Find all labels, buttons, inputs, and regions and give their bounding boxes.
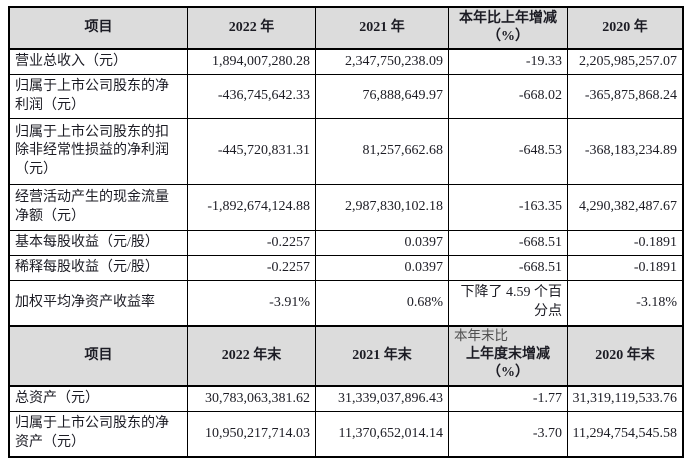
value-2021: 0.0397 — [316, 231, 449, 257]
header-item: 项目 — [10, 327, 188, 388]
value-2020: 2,205,985,257.07 — [568, 50, 682, 76]
header-2020: 2020 年 — [568, 8, 682, 51]
value-2020: -0.1891 — [568, 231, 682, 257]
value-2022: 1,894,007,280.28 — [188, 50, 316, 76]
header-yoy-change: 本年比上年增减 （%） — [459, 11, 557, 45]
row-label: 稀释每股收益（元/股） — [10, 256, 188, 282]
header-2020-end: 2020 年末 — [568, 327, 682, 388]
value-2020: 11,294,754,545.58 — [572, 425, 677, 441]
value-2020: -0.1891 — [568, 256, 682, 282]
value-change: -163.35 — [449, 185, 568, 232]
header-item: 项目 — [10, 8, 188, 51]
value-change: -1.77 — [449, 387, 568, 413]
annual-header-row: 项目 2022 年 2021 年 本年比上年增减 （%） 2020 年 — [10, 8, 682, 51]
row-label: 经营活动产生的现金流量净额（元） — [10, 185, 188, 232]
value-2022: 10,950,217,714.03 — [188, 412, 316, 457]
period-end-header-row: 项目 2022 年末 2021 年末 本年末比 上年度末增减 （%） 2020 … — [10, 327, 682, 388]
value-2020: 31,319,119,533.76 — [568, 387, 682, 413]
header-2022: 2022 年 — [188, 8, 316, 51]
financial-summary-table: 项目 2022 年 2021 年 本年比上年增减 （%） 2020 年 营业总收… — [8, 6, 684, 459]
value-2022: -0.2257 — [188, 231, 316, 257]
value-2022: 30,783,063,381.62 — [188, 387, 316, 413]
value-change: -668.51 — [449, 256, 568, 282]
value-2020: -365,875,868.24 — [568, 75, 682, 120]
value-2021: 2,987,830,102.18 — [316, 185, 449, 232]
table-row-total-assets: 总资产（元） 30,783,063,381.62 31,339,037,896.… — [10, 387, 682, 413]
table-row-operating-cash-flow: 经营活动产生的现金流量净额（元） -1,892,674,124.88 2,987… — [10, 185, 682, 232]
row-label: 基本每股收益（元/股） — [10, 231, 188, 257]
value-2022: -1,892,674,124.88 — [188, 185, 316, 232]
value-2021: 76,888,649.97 — [316, 75, 449, 120]
value-2020: 4,290,382,487.67 — [568, 185, 682, 232]
table-row-net-profit-excl-nonrecurring: 归属于上市公司股东的扣除非经常性损益的净利润（元） -445,720,831.3… — [10, 119, 682, 186]
value-2021: 11,370,652,014.14 — [316, 412, 449, 457]
value-2020: -3.18% — [568, 281, 682, 328]
value-2020: -368,183,234.89 — [568, 119, 682, 186]
table-row-total-revenue: 营业总收入（元） 1,894,007,280.28 2,347,750,238.… — [10, 50, 682, 76]
row-label: 归属于上市公司股东的扣除非经常性损益的净利润（元） — [10, 119, 188, 186]
row-label: 营业总收入（元） — [10, 50, 188, 76]
value-change: -648.53 — [449, 119, 568, 186]
row-label: 总资产（元） — [10, 387, 188, 413]
value-2022: -436,745,642.33 — [188, 75, 316, 120]
value-2021: 0.68% — [316, 281, 449, 328]
value-2021: 81,257,662.68 — [316, 119, 449, 186]
table-row-net-profit: 归属于上市公司股东的净利润（元） -436,745,642.33 76,888,… — [10, 75, 682, 120]
value-change: -668.02 — [449, 75, 568, 120]
value-2022: -3.91% — [188, 281, 316, 328]
value-change: -19.33 — [449, 50, 568, 76]
header-2022-end: 2022 年末 — [188, 327, 316, 388]
header-period-end-change: 上年度末增减 （%） — [466, 347, 550, 381]
value-2022: -0.2257 — [188, 256, 316, 282]
value-2021: 31,339,037,896.43 — [316, 387, 449, 413]
table-row-weighted-avg-roe: 加权平均净资产收益率 -3.91% 0.68% 下降了 4.59 个百分点 -3… — [10, 281, 682, 328]
value-2022: -445,720,831.31 — [188, 119, 316, 186]
value-change: -3.70 — [449, 412, 568, 457]
row-label: 归属于上市公司股东的净资产（元） — [10, 412, 188, 457]
value-2021: 2,347,750,238.09 — [316, 50, 449, 76]
value-change: 下降了 4.59 个百分点 — [449, 281, 568, 328]
row-label: 归属于上市公司股东的净利润（元） — [10, 75, 188, 120]
header-2021-end: 2021 年末 — [316, 327, 449, 388]
table-row-basic-eps: 基本每股收益（元/股） -0.2257 0.0397 -668.51 -0.18… — [10, 231, 682, 257]
table-row-net-assets: 归属于上市公司股东的净资产（元） 10,950,217,714.03 11,37… — [10, 412, 682, 457]
value-2021: 0.0397 — [316, 256, 449, 282]
header-change-prefix: 本年末比 — [454, 328, 508, 344]
header-2021: 2021 年 — [316, 8, 449, 51]
row-label: 加权平均净资产收益率 — [10, 281, 188, 328]
table-row-diluted-eps: 稀释每股收益（元/股） -0.2257 0.0397 -668.51 -0.18… — [10, 256, 682, 282]
value-change: -668.51 — [449, 231, 568, 257]
